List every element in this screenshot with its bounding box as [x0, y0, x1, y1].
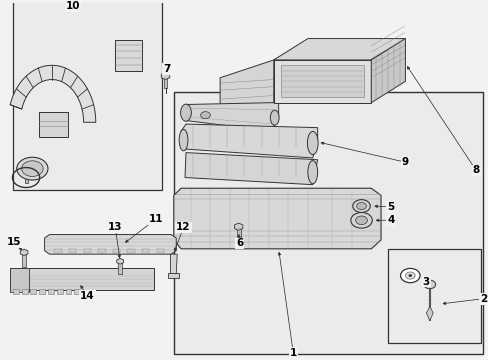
- Text: 8: 8: [471, 165, 479, 175]
- Polygon shape: [426, 307, 432, 321]
- Text: 14: 14: [80, 291, 95, 301]
- Text: 6: 6: [236, 238, 243, 248]
- Bar: [13, 0, 161, 190]
- Circle shape: [356, 202, 366, 210]
- Text: 2: 2: [479, 294, 486, 304]
- Polygon shape: [173, 188, 380, 249]
- Text: 12: 12: [176, 222, 190, 233]
- Text: 1: 1: [289, 348, 296, 358]
- Text: 9: 9: [401, 157, 408, 167]
- Polygon shape: [220, 60, 273, 112]
- Bar: [54, 249, 61, 253]
- Circle shape: [408, 274, 411, 276]
- Polygon shape: [170, 254, 177, 274]
- Bar: [387, 249, 480, 343]
- Ellipse shape: [180, 104, 191, 121]
- Bar: [10, 269, 29, 292]
- Bar: [65, 289, 71, 294]
- Bar: [57, 289, 62, 294]
- Circle shape: [17, 157, 48, 180]
- Bar: [48, 289, 54, 294]
- Text: 5: 5: [386, 202, 394, 212]
- Bar: [30, 289, 36, 294]
- Bar: [163, 76, 167, 89]
- Circle shape: [400, 269, 419, 283]
- Bar: [157, 249, 163, 253]
- Circle shape: [21, 161, 43, 176]
- Polygon shape: [117, 258, 123, 264]
- Bar: [25, 179, 28, 183]
- Text: 10: 10: [65, 1, 80, 12]
- Bar: [281, 65, 363, 97]
- Circle shape: [423, 280, 435, 289]
- Bar: [236, 227, 240, 238]
- Polygon shape: [273, 39, 405, 60]
- Ellipse shape: [307, 161, 317, 184]
- Circle shape: [350, 212, 371, 228]
- Bar: [69, 249, 76, 253]
- Polygon shape: [44, 235, 176, 254]
- Circle shape: [352, 200, 369, 212]
- Text: 11: 11: [148, 214, 163, 224]
- Bar: [39, 112, 68, 136]
- Text: 7: 7: [163, 64, 170, 74]
- Bar: [173, 92, 483, 354]
- Polygon shape: [161, 72, 169, 80]
- Bar: [142, 249, 149, 253]
- Polygon shape: [181, 124, 317, 158]
- Polygon shape: [20, 249, 28, 256]
- Polygon shape: [185, 103, 278, 131]
- Bar: [98, 249, 105, 253]
- Bar: [127, 249, 135, 253]
- Ellipse shape: [307, 131, 318, 154]
- Ellipse shape: [179, 130, 187, 151]
- Bar: [118, 261, 122, 274]
- Polygon shape: [370, 39, 405, 103]
- Polygon shape: [184, 153, 317, 185]
- Bar: [10, 269, 154, 290]
- Text: 13: 13: [108, 222, 122, 233]
- Circle shape: [355, 216, 366, 225]
- Bar: [21, 289, 27, 294]
- Bar: [83, 249, 91, 253]
- Bar: [39, 289, 45, 294]
- Polygon shape: [273, 60, 370, 103]
- Bar: [115, 40, 142, 71]
- Circle shape: [405, 272, 414, 279]
- Bar: [74, 289, 80, 294]
- Circle shape: [200, 112, 210, 119]
- Text: 3: 3: [422, 276, 429, 287]
- Bar: [168, 273, 179, 278]
- Ellipse shape: [270, 110, 279, 125]
- Bar: [13, 289, 19, 294]
- Text: 4: 4: [386, 215, 394, 225]
- Polygon shape: [234, 223, 243, 230]
- Bar: [113, 249, 120, 253]
- Text: 15: 15: [7, 237, 21, 247]
- Polygon shape: [10, 65, 96, 122]
- Bar: [22, 252, 26, 267]
